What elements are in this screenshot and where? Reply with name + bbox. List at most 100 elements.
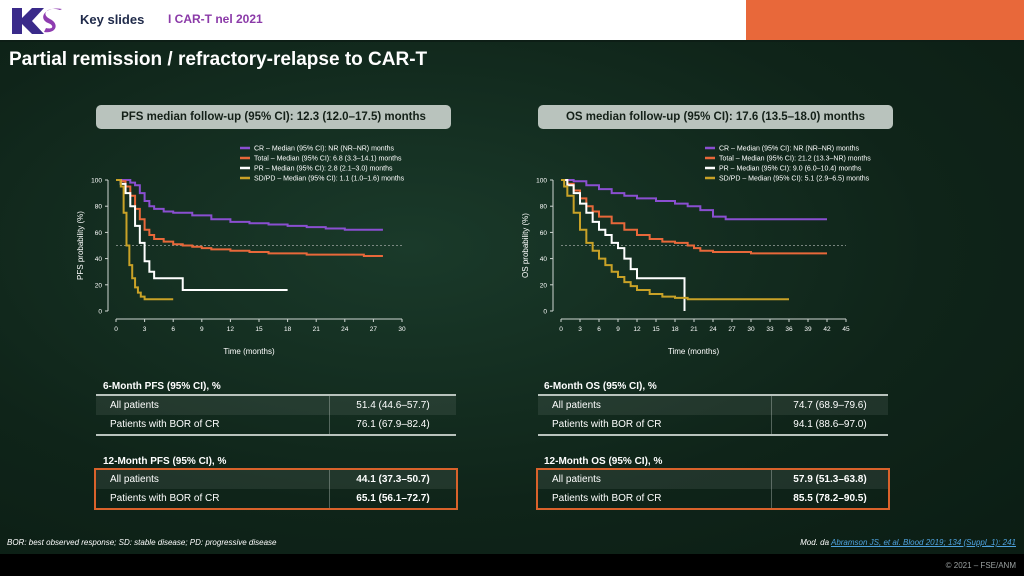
x-tick-label: 12 xyxy=(227,326,235,333)
x-tick-label: 39 xyxy=(804,326,812,333)
source-prefix: Mod. da xyxy=(800,538,831,547)
row-label: Patients with BOR of CR xyxy=(552,419,662,430)
legend-label: PR – Median (95% CI): 9.0 (6.0–10.4) mon… xyxy=(719,166,862,173)
x-tick-label: 24 xyxy=(709,326,717,333)
pfs12-table: All patients 44.1 (37.3–50.7) Patients wi… xyxy=(94,468,458,510)
y-tick-label: 100 xyxy=(536,178,547,185)
pfs-chart: 0 20 40 60 80 100 0 3 6 9 12 15 18 21 24 27 30 Time (mont… xyxy=(76,146,406,357)
row-label: Patients with BOR of CR xyxy=(110,493,220,504)
os-chart-title: OS median follow-up (95% CI): 17.6 (13.5… xyxy=(538,105,893,129)
table-row: Patients with BOR of CR 85.5 (78.2–90.5) xyxy=(538,489,888,508)
x-tick-label: 42 xyxy=(823,326,831,333)
series-line-1 xyxy=(116,179,383,257)
y-tick-label: 0 xyxy=(98,309,102,316)
topic-label: I CAR-T nel 2021 xyxy=(168,12,263,26)
row-label: All patients xyxy=(110,400,159,411)
x-tick-label: 3 xyxy=(143,326,147,333)
series-line-2 xyxy=(561,179,686,311)
x-axis-label: Time (months) xyxy=(668,347,720,356)
x-tick-label: 30 xyxy=(747,326,755,333)
x-tick-label: 6 xyxy=(597,326,601,333)
row-value: 76.1 (67.9–82.4) xyxy=(329,415,456,434)
table-row: Patients with BOR of CR 76.1 (67.9–82.4) xyxy=(96,415,456,434)
y-tick-label: 60 xyxy=(540,230,548,237)
x-tick-label: 33 xyxy=(766,326,774,333)
y-tick-label: 80 xyxy=(540,204,548,211)
series-line-3 xyxy=(561,179,789,301)
table-row: All patients 44.1 (37.3–50.7) xyxy=(96,470,456,489)
row-label: Patients with BOR of CR xyxy=(110,419,220,430)
x-tick-label: 0 xyxy=(114,326,118,333)
row-value: 44.1 (37.3–50.7) xyxy=(329,470,456,489)
row-value: 57.9 (51.3–63.8) xyxy=(771,470,888,489)
series-line-3 xyxy=(116,179,174,301)
table-row: Patients with BOR of CR 65.1 (56.1–72.7) xyxy=(96,489,456,508)
row-value: 94.1 (88.6–97.0) xyxy=(771,415,888,434)
legend-label: CR – Median (95% CI): NR (NR–NR) months xyxy=(254,146,395,153)
y-tick-label: 20 xyxy=(95,282,103,289)
table-row: All patients 57.9 (51.3–63.8) xyxy=(538,470,888,489)
row-value: 85.5 (78.2–90.5) xyxy=(771,489,888,508)
slide-title: Partial remission / refractory-relapse t… xyxy=(9,49,428,70)
x-tick-label: 18 xyxy=(284,326,292,333)
x-tick-label: 30 xyxy=(398,326,406,333)
series-line-1 xyxy=(561,179,827,255)
x-tick-label: 27 xyxy=(370,326,378,333)
legend-label: SD/PD – Median (95% CI): 5.1 (2.9–6.5) m… xyxy=(719,176,870,183)
pfs-chart-title: PFS median follow-up (95% CI): 12.3 (12.… xyxy=(96,105,451,129)
series-line-0 xyxy=(116,179,383,231)
legend-label: CR – Median (95% CI): NR (NR–NR) months xyxy=(719,146,860,153)
x-tick-label: 12 xyxy=(633,326,641,333)
x-axis-label: Time (months) xyxy=(223,347,275,356)
os12-table: All patients 57.9 (51.3–63.8) Patients wi… xyxy=(536,468,890,510)
pfs6-title: 6-Month PFS (95% CI), % xyxy=(103,381,221,392)
x-tick-label: 24 xyxy=(341,326,349,333)
legend-label: SD/PD – Median (95% CI): 1.1 (1.0–1.6) m… xyxy=(254,176,405,183)
header-bar: Key slides I CAR-T nel 2021 xyxy=(0,0,1024,40)
y-axis-label: PFS probability (%) xyxy=(76,211,85,280)
footnote: BOR: best observed response; SD: stable … xyxy=(7,538,277,547)
os6-title: 6-Month OS (95% CI), % xyxy=(544,381,657,392)
os6-table: All patients 74.7 (68.9–79.6) Patients wi… xyxy=(538,394,888,436)
x-tick-label: 21 xyxy=(690,326,698,333)
brand-label: Key slides xyxy=(80,12,145,27)
source-link[interactable]: Abramson JS, et al. Blood 2019; 134 (Sup… xyxy=(830,538,1016,547)
y-axis-label: OS probability (%) xyxy=(521,213,530,278)
series-line-0 xyxy=(561,179,827,221)
header-accent-block xyxy=(746,0,1024,40)
x-tick-label: 9 xyxy=(200,326,204,333)
row-value: 74.7 (68.9–79.6) xyxy=(771,396,888,415)
row-label: All patients xyxy=(552,474,601,485)
y-tick-label: 100 xyxy=(91,178,102,185)
source-citation: Mod. da Abramson JS, et al. Blood 2019; … xyxy=(800,538,1016,547)
legend-label: PR – Median (95% CI): 2.8 (2.1–3.0) mont… xyxy=(254,166,393,173)
y-tick-label: 20 xyxy=(540,282,548,289)
x-tick-label: 6 xyxy=(171,326,175,333)
x-tick-label: 3 xyxy=(578,326,582,333)
x-tick-label: 15 xyxy=(652,326,660,333)
y-tick-label: 80 xyxy=(95,204,103,211)
row-label: Patients with BOR of CR xyxy=(552,493,662,504)
x-tick-label: 45 xyxy=(842,326,850,333)
legend-label: Total – Median (95% CI): 6.8 (3.3–14.1) … xyxy=(254,156,402,163)
x-tick-label: 0 xyxy=(559,326,563,333)
table-row: All patients 51.4 (44.6–57.7) xyxy=(96,396,456,415)
table-row: All patients 74.7 (68.9–79.6) xyxy=(538,396,888,415)
pfs12-title: 12-Month PFS (95% CI), % xyxy=(103,456,227,467)
x-tick-label: 18 xyxy=(671,326,679,333)
row-label: All patients xyxy=(552,400,601,411)
y-tick-label: 60 xyxy=(95,230,103,237)
row-label: All patients xyxy=(110,474,159,485)
y-tick-label: 40 xyxy=(540,256,548,263)
x-tick-label: 21 xyxy=(313,326,321,333)
y-tick-label: 0 xyxy=(543,309,547,316)
legend-label: Total – Median (95% CI): 21.2 (13.3–NR) … xyxy=(719,156,871,163)
x-tick-label: 36 xyxy=(785,326,793,333)
pfs6-table: All patients 51.4 (44.6–57.7) Patients wi… xyxy=(96,394,456,436)
x-tick-label: 9 xyxy=(616,326,620,333)
ks-logo xyxy=(12,8,62,34)
os12-title: 12-Month OS (95% CI), % xyxy=(544,456,663,467)
row-value: 65.1 (56.1–72.7) xyxy=(329,489,456,508)
x-tick-label: 27 xyxy=(728,326,736,333)
